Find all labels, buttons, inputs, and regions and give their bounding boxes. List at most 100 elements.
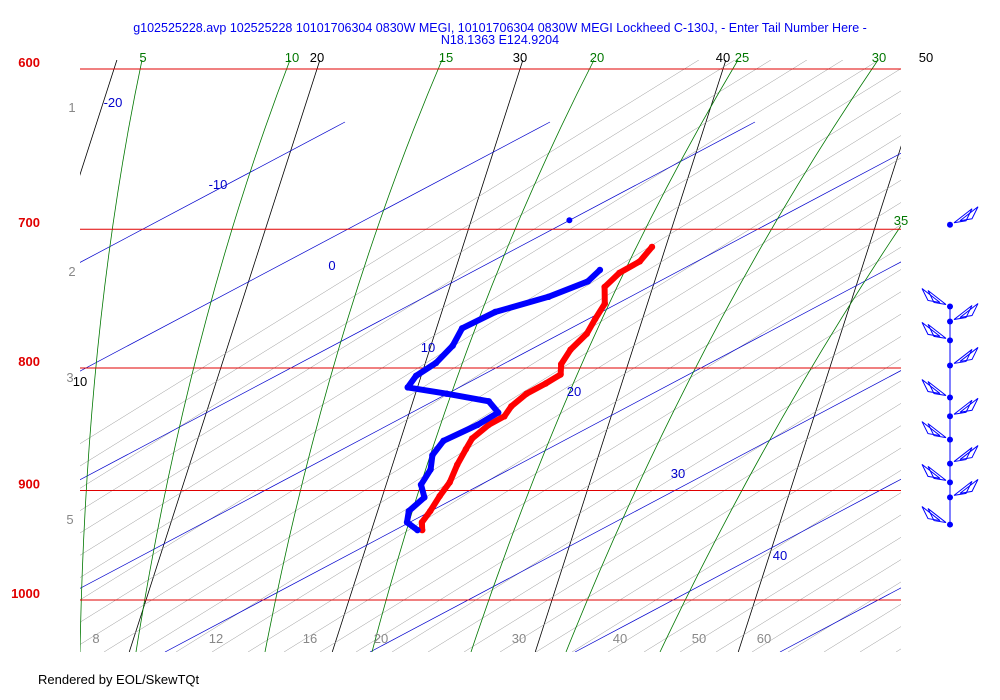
wind-barb-flag	[959, 478, 979, 494]
dry-adiabat-line	[135, 60, 291, 652]
moist-adiabat-line	[80, 135, 901, 645]
mixing-ratio-line	[80, 121, 756, 481]
isotherm-line	[534, 60, 727, 652]
moist-adiabat-line	[80, 68, 901, 578]
isotherm-line	[80, 60, 118, 176]
bottom-axis-label: 40	[613, 631, 627, 646]
dry-adiabat-line	[565, 60, 879, 652]
moist-adiabat-line	[391, 336, 901, 652]
dry-adiabat-label: 30	[872, 50, 886, 65]
wind-barb	[947, 397, 979, 420]
dewpoint-trace-point	[443, 390, 450, 397]
moist-adiabat-line	[80, 60, 880, 556]
wind-barb	[921, 463, 953, 486]
wind-barb-flag	[953, 480, 973, 496]
temperature-trace-point	[469, 435, 476, 442]
dewpoint-trace-point	[403, 519, 411, 526]
axis-labels: 6007008009001000203040506010812162030405…	[11, 50, 933, 646]
isotherm-line	[737, 145, 901, 652]
bottom-axis-label: 20	[374, 631, 388, 646]
dry-adiabat-label: 5	[139, 50, 146, 65]
dry-adiabat-label: 25	[735, 50, 749, 65]
isotherm-label: 10	[73, 374, 87, 389]
dewpoint-trace-point	[405, 507, 412, 515]
dewpoint-trace-point	[417, 481, 425, 488]
temperature-trace-point	[636, 258, 643, 265]
wind-barb-dot	[947, 337, 953, 344]
temperature-trace-point	[523, 390, 530, 397]
moist-adiabat-line	[211, 224, 901, 652]
wind-barb-flag	[927, 290, 947, 305]
stray-data-point	[566, 217, 573, 224]
temperature-trace-point	[436, 493, 443, 500]
bottom-axis-label: 12	[209, 631, 223, 646]
moist-adiabat-line	[247, 246, 901, 652]
dry-adiabat-label: 15	[439, 50, 453, 65]
dry-adiabat-label: 35	[894, 213, 908, 228]
moist-adiabat-line	[80, 60, 772, 489]
isobar-lines	[80, 68, 901, 601]
wind-barb-flag	[953, 208, 973, 224]
wind-barb	[921, 379, 953, 401]
dewpoint-trace-point	[404, 384, 411, 391]
temperature-trace-point	[567, 346, 574, 353]
sounding-traces	[403, 217, 656, 534]
wind-barb-flag	[921, 506, 941, 522]
moist-adiabat-line	[175, 202, 901, 652]
wind-barb	[921, 288, 953, 310]
wind-barbs	[921, 206, 979, 528]
wind-barb-dot	[947, 362, 953, 369]
footer-credit: Rendered by EOL/SkewTQt	[38, 672, 200, 687]
moist-adiabat-line	[139, 179, 901, 652]
wind-barb	[947, 206, 979, 228]
wind-barb	[921, 506, 953, 528]
background-grid	[80, 32, 1000, 652]
wind-barb-dot	[947, 479, 953, 486]
dewpoint-trace-point	[492, 308, 499, 316]
wind-barb-flag	[927, 423, 947, 439]
mixing-ratio-label: 20	[567, 384, 581, 399]
wind-barb-flag	[953, 399, 973, 415]
wind-barb-dot	[947, 394, 953, 401]
moist-adiabat-line	[355, 313, 901, 652]
pressure-label: 1000	[11, 586, 40, 601]
wind-barb-flag	[921, 321, 941, 337]
pressure-label: 900	[18, 476, 40, 491]
dewpoint-trace-point	[545, 293, 552, 300]
height-label: 1	[68, 100, 75, 115]
wind-barb-flag	[959, 347, 979, 362]
wind-barb	[947, 347, 979, 369]
bottom-axis-label: 60	[757, 631, 771, 646]
temperature-trace-point	[508, 403, 515, 410]
mixing-ratio-label: 30	[671, 466, 685, 481]
wind-barb-dot	[947, 221, 953, 228]
moist-adiabat-line	[968, 32, 1000, 652]
wind-barb-flag	[921, 463, 941, 479]
mixing-ratio-label: -10	[209, 177, 228, 192]
isotherm-line	[128, 60, 321, 652]
temperature-trace-point	[601, 283, 608, 291]
wind-barb-flag	[921, 421, 941, 437]
temperature-trace	[418, 243, 655, 534]
temperature-trace-point	[454, 461, 461, 468]
temperature-trace-point	[616, 269, 623, 277]
dewpoint-trace-point	[495, 409, 502, 416]
wind-barb-dot	[947, 460, 953, 467]
dewpoint-trace-point	[429, 452, 436, 459]
moist-adiabat-line	[463, 380, 901, 652]
chart-title-line1: g102525228.avp 102525228 10101706304 083…	[133, 21, 867, 35]
mixing-ratio-label: 10	[421, 340, 435, 355]
temperature-trace-point	[592, 315, 599, 322]
dry-adiabat-label: 20	[590, 50, 604, 65]
moist-adiabat-line	[643, 492, 901, 652]
wind-barb-flag	[959, 397, 979, 413]
temperature-trace-point	[446, 479, 453, 486]
temperature-trace-point	[583, 330, 590, 337]
mixing-ratio-line	[80, 121, 346, 263]
pressure-label: 600	[18, 55, 40, 70]
wind-barb-dot	[947, 494, 953, 501]
moist-adiabat-line	[499, 403, 901, 652]
dewpoint-trace-point	[421, 494, 428, 501]
moist-adiabat-line	[80, 60, 844, 534]
wind-barb-dot	[947, 318, 953, 325]
